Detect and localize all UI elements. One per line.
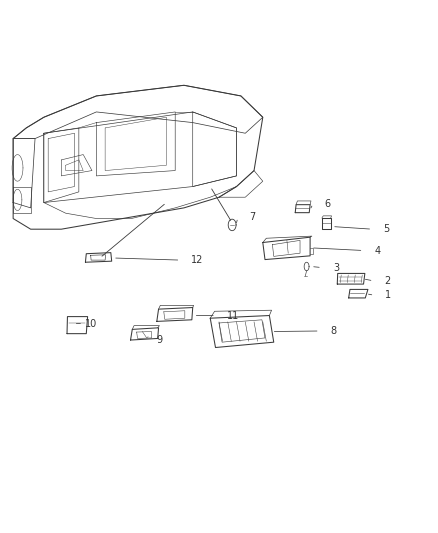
- Text: 5: 5: [383, 224, 389, 234]
- Text: 7: 7: [249, 213, 255, 222]
- Text: 10: 10: [85, 319, 97, 328]
- Text: 8: 8: [331, 326, 337, 336]
- Text: 6: 6: [324, 199, 330, 208]
- Text: 11: 11: [227, 311, 239, 320]
- Text: 2: 2: [385, 276, 391, 286]
- Text: 3: 3: [333, 263, 339, 272]
- Text: 12: 12: [191, 255, 204, 265]
- Text: 9: 9: [157, 335, 163, 344]
- Text: 4: 4: [374, 246, 381, 255]
- Text: 1: 1: [385, 290, 392, 300]
